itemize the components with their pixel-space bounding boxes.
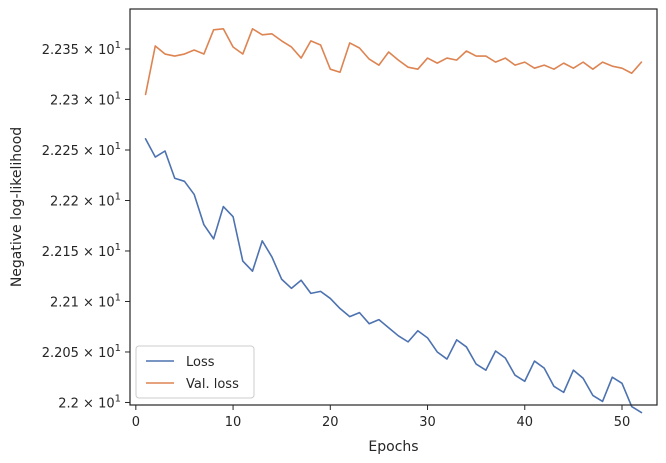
y-tick-label: 2.235 × 101 <box>42 40 121 58</box>
series-line-loss <box>144 138 643 414</box>
x-tick-label: 10 <box>225 415 242 430</box>
x-tick-label: 20 <box>322 415 339 430</box>
y-tick-label: 2.23 × 101 <box>50 90 121 108</box>
x-tick-label: 50 <box>614 415 631 430</box>
plot-lines <box>144 27 643 414</box>
x-axis: 0 10 20 30 40 50 <box>132 405 631 430</box>
legend: Loss Val. loss <box>135 345 255 399</box>
series-line-val-loss <box>144 27 643 96</box>
y-tick-label: 2.205 × 101 <box>42 343 121 361</box>
legend-label-loss: Loss <box>186 355 215 370</box>
y-tick-label: 2.215 × 101 <box>42 242 121 260</box>
legend-label-val-loss: Val. loss <box>186 377 239 392</box>
y-tick-label: 2.21 × 101 <box>50 292 121 310</box>
x-axis-title: Epochs <box>368 439 418 455</box>
y-tick-label: 2.2 × 101 <box>58 393 121 411</box>
x-tick-label: 30 <box>419 415 436 430</box>
legend-box <box>135 345 255 399</box>
y-axis-title: Negative log-likelihood <box>9 127 25 287</box>
x-tick-label: 0 <box>132 415 140 430</box>
y-tick-label: 2.225 × 101 <box>42 141 121 159</box>
y-axis: 2.2 × 101 2.205 × 101 2.21 × 101 2.215 × 10… <box>42 40 130 411</box>
x-tick-label: 40 <box>516 415 533 430</box>
plot-frame <box>129 8 658 406</box>
y-tick-label: 2.22 × 101 <box>50 191 121 209</box>
